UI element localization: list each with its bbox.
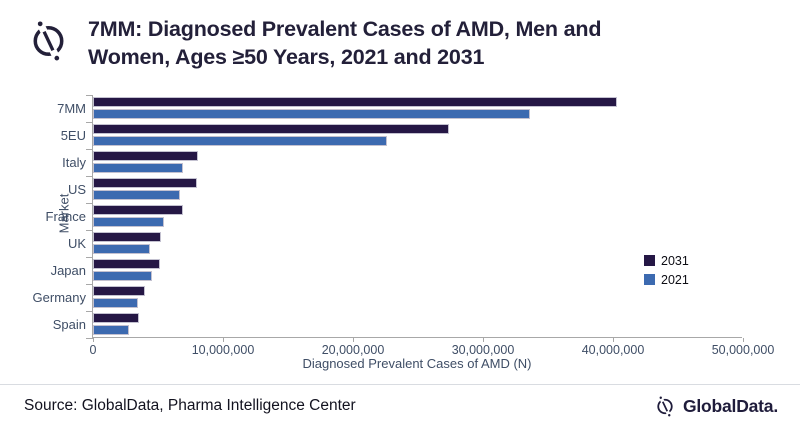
legend-swatch-2021 [644,274,655,285]
bar-2021-spain [93,325,129,335]
y-tick-label-japan: Japan [50,262,86,278]
bar-2021-italy [93,163,183,173]
x-axis-tick [93,338,94,342]
y-tick-label-spain: Spain [52,316,86,332]
bar-2021-us [93,190,180,200]
bar-2031-germany [93,286,145,296]
legend-label-2031: 2031 [661,253,689,268]
bar-2031-uk [93,232,161,242]
plot-area: 0 10,000,000 20,000,000 30,000,000 40,000,00… [86,95,774,357]
x-axis-tick [353,338,354,342]
y-axis-labels: 7MM 5EU Italy US France UK Japan Germany Spain [0,95,86,338]
bar-2021-france [93,217,164,227]
y-axis-tick [86,311,93,312]
bar-2031-us [93,178,197,188]
y-axis-tick [86,95,93,96]
bar-2021-germany [93,298,138,308]
y-tick-label-us: US [67,181,86,197]
x-tick-label: 0 [89,343,97,357]
bar-2031-7mm [93,97,617,107]
chart-title: 7MM: Diagnosed Prevalent Cases of AMD, M… [88,16,768,71]
x-tick-label: 10,000,000 [191,343,255,357]
footer-brand-wordmark: GlobalData. [682,395,778,416]
y-tick-label-7mm: 7MM [57,100,86,116]
chart-title-line1: 7MM: Diagnosed Prevalent Cases of AMD, M… [88,17,602,41]
y-axis-tick [86,203,93,204]
bar-2021-7mm [93,109,530,119]
x-tick-label: 30,000,000 [451,343,515,357]
y-axis-tick [86,230,93,231]
y-tick-label-france: France [45,208,86,224]
y-axis-tick [86,176,93,177]
x-tick-label: 50,000,000 [711,343,775,357]
legend: 2031 2021 [644,251,689,289]
footer-brand: GlobalData. [653,393,778,419]
x-axis-tick [743,338,744,342]
bar-2021-japan [93,271,152,281]
y-tick-label-italy: Italy [62,154,86,170]
globaldata-logo-icon-small [657,396,673,417]
y-axis-tick [86,257,93,258]
y-axis-title: Market [56,193,72,234]
legend-item-2031: 2031 [644,251,689,270]
y-tick-label-germany: Germany [32,289,86,305]
x-tick-label: 40,000,000 [581,343,645,357]
x-axis-tick [613,338,614,342]
legend-swatch-2031 [644,255,655,266]
x-axis-title: Diagnosed Prevalent Cases of AMD (N) [302,356,532,371]
chart-title-line2: Women, Ages ≥50 Years, 2021 and 2031 [88,44,485,69]
y-axis-tick [86,149,93,150]
y-tick-label-5eu: 5EU [60,127,86,143]
y-axis-tick [86,284,93,285]
legend-label-2021: 2021 [661,272,689,287]
y-tick-label-uk: UK [67,235,86,251]
bar-2031-japan [93,259,160,269]
bar-2021-uk [93,244,150,254]
y-axis-tick [86,122,93,123]
bar-2031-spain [93,313,139,323]
legend-item-2021: 2021 [644,270,689,289]
bar-2031-france [93,205,183,215]
globaldata-logo-icon [33,20,64,62]
x-axis-tick [223,338,224,342]
x-tick-label: 20,000,000 [321,343,385,357]
footer-divider [0,384,800,385]
bar-2031-italy [93,151,198,161]
bar-2021-5eu [93,136,387,146]
source-text: Source: GlobalData, Pharma Intelligence … [24,397,356,414]
bar-2031-5eu [93,124,449,134]
y-axis-tick [86,338,93,339]
x-axis-tick [483,338,484,342]
